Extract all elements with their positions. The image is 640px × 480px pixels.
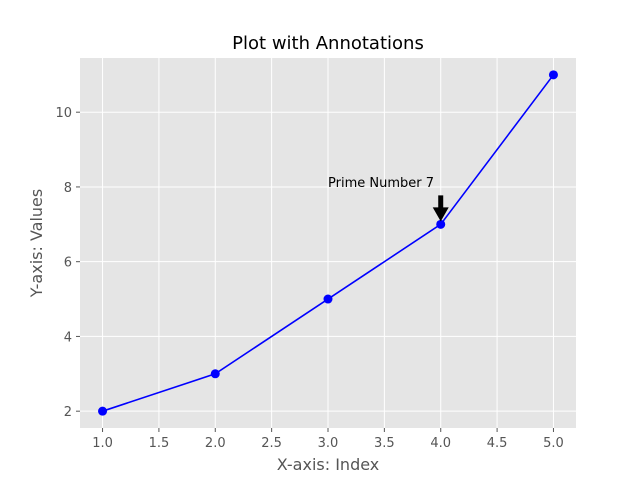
x-axis-ticks: 1.0 1.5 2.0 2.5 3.0 3.5 4.0 4.5 5.0 <box>92 428 564 451</box>
y-tick-label: 4 <box>64 330 72 345</box>
x-tick-label: 2.0 <box>205 436 226 451</box>
data-point <box>210 369 220 379</box>
annotation: Prime Number 7 <box>328 176 449 222</box>
x-axis-label: X-axis: Index <box>277 455 380 474</box>
x-tick-label: 4.5 <box>487 436 508 451</box>
x-tick-label: 5.0 <box>543 436 564 451</box>
x-tick-label: 4.0 <box>430 436 451 451</box>
data-point <box>98 406 108 416</box>
data-point <box>548 70 558 80</box>
x-tick-label: 3.0 <box>318 436 339 451</box>
y-axis-ticks: 2 4 6 8 10 <box>55 106 80 420</box>
y-tick-label: 10 <box>55 106 72 121</box>
annotation-label: Prime Number 7 <box>328 176 434 191</box>
x-tick-label: 1.0 <box>92 436 113 451</box>
y-tick-label: 2 <box>64 405 72 420</box>
x-tick-label: 3.5 <box>374 436 395 451</box>
grid-lines <box>80 58 576 428</box>
x-tick-label: 2.5 <box>261 436 282 451</box>
annotation-arrow <box>432 195 449 222</box>
x-tick-label: 1.5 <box>149 436 170 451</box>
y-axis-label: Y-axis: Values <box>27 189 46 298</box>
chart-title: Plot with Annotations <box>232 33 424 54</box>
data-point <box>436 219 446 229</box>
y-tick-label: 8 <box>64 181 72 196</box>
data-series <box>98 70 558 416</box>
data-point <box>323 294 333 304</box>
y-tick-label: 6 <box>64 256 72 271</box>
